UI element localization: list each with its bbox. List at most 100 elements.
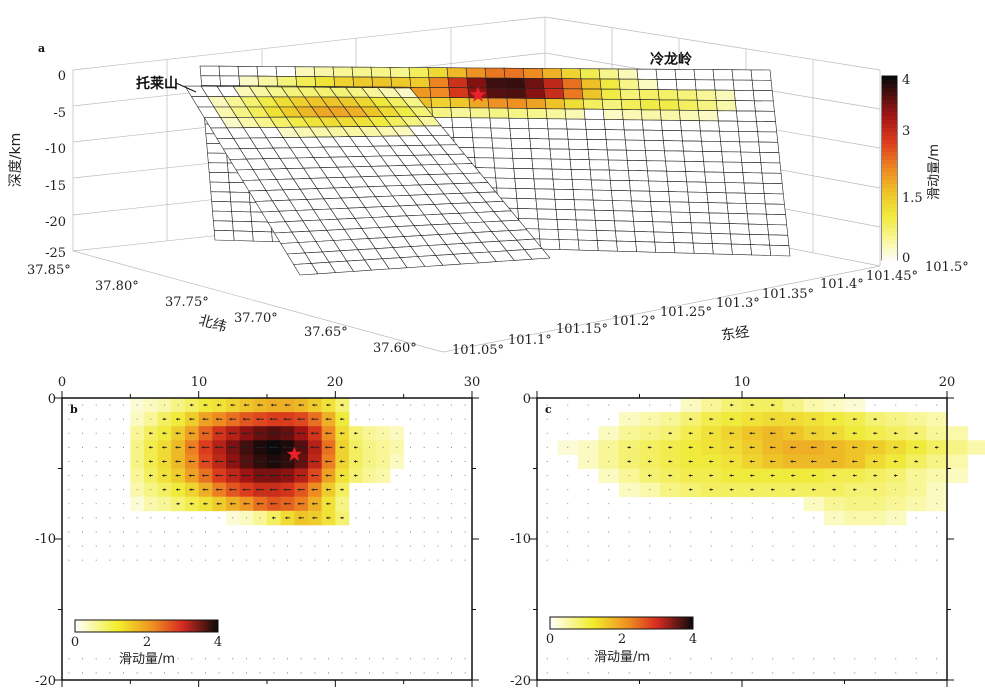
fault-patch (667, 181, 689, 193)
fault-patch (622, 119, 644, 131)
slip-node (731, 545, 733, 547)
slip-node (567, 531, 569, 533)
panel-c-colorbar-label: 滑动量/m (594, 650, 650, 665)
panel-c-slip-vectors (546, 403, 939, 674)
colorbar-segment (882, 124, 897, 129)
panel-b-y-tick-10: -10 (35, 532, 56, 547)
hypocenter-star (286, 446, 303, 462)
slip-node (109, 489, 111, 491)
slip-vector-head (668, 431, 671, 435)
fault-patch (706, 192, 728, 204)
slip-vector-head (229, 488, 232, 492)
fault-patch (701, 140, 723, 153)
fault-patch (634, 231, 656, 243)
fault-patch (587, 149, 609, 161)
colorbar-segment (882, 120, 897, 125)
fault-patch (764, 203, 786, 216)
slip-vector-head (688, 417, 691, 421)
slip-vector-head (668, 445, 671, 449)
slip-node (355, 545, 357, 547)
slip-node (936, 545, 938, 547)
slip-node (628, 658, 630, 660)
slip-vector-head (688, 431, 691, 435)
slip-node (423, 503, 425, 505)
slip-node (122, 531, 125, 533)
slip-vector-head (790, 417, 793, 421)
fault-patch (711, 243, 733, 255)
slip-cell (947, 468, 968, 483)
slip-node (273, 545, 275, 547)
slip-node (587, 475, 589, 477)
panel-b-label: b (70, 403, 78, 416)
fault-patch (647, 170, 668, 182)
slip-node (587, 460, 589, 463)
fault-patch (693, 69, 715, 81)
slip-node (833, 545, 835, 547)
slip-node (204, 517, 207, 519)
slip-node (423, 559, 425, 561)
slip-node (81, 517, 84, 519)
slip-node (68, 489, 70, 491)
slip-node (163, 559, 166, 561)
slip-vector-head (325, 488, 328, 492)
slip-node (368, 517, 371, 519)
slip-node (204, 559, 207, 561)
slip-node (396, 489, 398, 491)
slip-vector-head (162, 417, 165, 421)
slip-node (95, 672, 97, 674)
colorbar-segment (882, 220, 897, 225)
slip-node (628, 531, 630, 533)
panel-a-hypocenter-star (469, 86, 487, 102)
slip-vector-head (627, 460, 630, 463)
fault-patch (509, 127, 531, 139)
colorbar-segment (882, 192, 897, 197)
lat-tick-37-75: 37.75° (165, 295, 209, 310)
fault-patch (766, 213, 788, 226)
slip-vector-head (312, 516, 315, 520)
panel-b-slip-vectors (68, 403, 466, 674)
slip-node (68, 503, 70, 505)
slip-vector-head (729, 445, 732, 449)
slip-vector-head (325, 417, 328, 421)
slip-node (314, 545, 316, 547)
slip-vector-head (311, 488, 314, 492)
fault-patch (565, 118, 587, 130)
panel-b-axis-ticks (55, 391, 479, 687)
slip-node (355, 658, 357, 660)
panel-b-cbar-tick-0: 0 (71, 635, 79, 650)
fault-patch (536, 208, 558, 220)
slip-node (81, 531, 84, 533)
slip-node (751, 503, 753, 505)
fault-patch (643, 139, 665, 152)
slip-node (95, 545, 97, 547)
slip-vector-head (228, 431, 231, 435)
panel-c-slip-map: c 10 20 0 -10 -20 0 2 4 滑动量/m (510, 375, 985, 689)
slip-node (341, 658, 343, 660)
fault-patch (539, 238, 561, 250)
fault-patch (739, 141, 761, 153)
slip-node (81, 418, 84, 420)
fault-patch (632, 210, 654, 223)
slip-vector-head (176, 417, 179, 421)
slip-vector-head (283, 488, 286, 492)
slip-node (751, 672, 753, 674)
fault-patch (556, 219, 578, 231)
fault-patch (352, 76, 374, 88)
slip-vector-head (688, 445, 691, 449)
slip-node (915, 559, 917, 561)
slip-vector-head (297, 502, 300, 506)
slip-node (409, 503, 412, 505)
slip-vector-head (201, 460, 204, 463)
slip-vector-head (873, 474, 876, 477)
depth-axis-label: 深度/km (8, 133, 24, 187)
slip-node (109, 446, 111, 448)
slip-node (690, 545, 692, 547)
slip-vector-head (811, 417, 814, 421)
fault-patch (734, 100, 756, 112)
fault-patch (390, 76, 412, 88)
fault-patch (580, 78, 602, 90)
fault-patch (486, 87, 508, 99)
colorbar-segment (882, 128, 897, 133)
slip-node (854, 531, 856, 533)
slip-node (177, 672, 179, 674)
